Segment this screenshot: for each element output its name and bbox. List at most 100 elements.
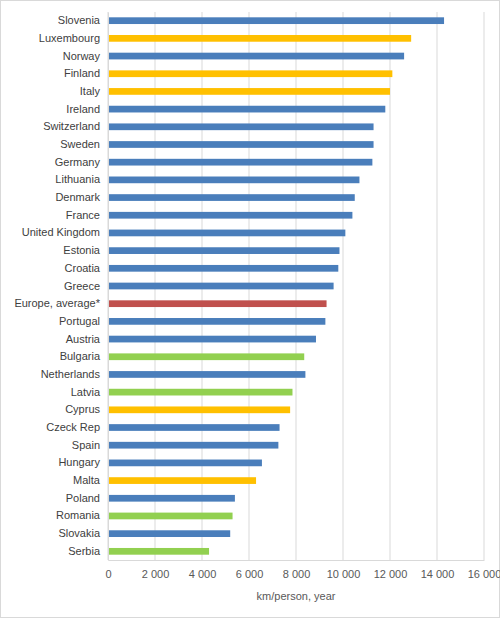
x-tick: 14 000: [421, 560, 455, 580]
y-tick: Hungary: [58, 456, 108, 468]
x-tick-label: 0: [105, 568, 111, 580]
y-tick: Poland: [66, 492, 108, 504]
bar: [108, 141, 374, 148]
x-tick-label: 16 000: [468, 568, 500, 580]
y-tick: Lithuania: [55, 173, 108, 185]
x-tick-label: 12 000: [374, 568, 408, 580]
bar: [108, 300, 327, 307]
y-tick-label: United Kingdom: [22, 226, 100, 238]
x-tick-label: 4 000: [189, 568, 217, 580]
grid-line: [108, 12, 109, 560]
bar: [108, 371, 305, 378]
y-tick: Norway: [63, 50, 108, 62]
x-tick-label: 8 000: [283, 568, 311, 580]
y-tick: Sweden: [60, 138, 108, 150]
y-tick-label: Romania: [56, 509, 101, 521]
y-tick-label: Sweden: [60, 138, 100, 150]
y-tick: Germany: [55, 156, 108, 168]
grid-line: [437, 12, 438, 560]
y-tick-label: Slovenia: [58, 14, 101, 26]
bar: [108, 318, 325, 325]
bars: [108, 17, 444, 554]
x-tick: 4 000: [189, 560, 217, 580]
y-tick-label: Denmark: [55, 191, 100, 203]
y-tick-label: Slovakia: [58, 527, 100, 539]
y-tick: Portugal: [59, 315, 108, 327]
y-tick: Serbia: [68, 545, 108, 557]
y-tick: Cyprus: [65, 403, 108, 415]
y-tick: Europe, average*: [14, 297, 108, 309]
y-tick: Estonia: [63, 244, 108, 256]
y-tick: Denmark: [55, 191, 108, 203]
y-tick-label: France: [66, 209, 100, 221]
grid-line: [484, 12, 485, 560]
y-tick: Latvia: [71, 386, 108, 398]
x-tick-label: 2 000: [142, 568, 170, 580]
y-tick: Romania: [56, 509, 108, 521]
x-axis-line: [109, 560, 485, 561]
bar: [108, 442, 278, 449]
y-axis-line: [108, 13, 109, 561]
bar: [108, 548, 209, 555]
bar: [108, 406, 290, 413]
chart: 0 2 000 4 000 6 000 8 000 10 000 12 000 14 000 1…: [0, 0, 500, 618]
bar: [108, 106, 385, 113]
y-tick-label: Bulgaria: [60, 350, 101, 362]
y-tick: Netherlands: [41, 368, 108, 380]
bar: [108, 194, 355, 201]
bar: [108, 265, 338, 272]
y-tick: Ireland: [66, 103, 108, 115]
bar: [108, 513, 233, 520]
bar: [108, 212, 352, 219]
y-tick-label: Estonia: [63, 244, 101, 256]
bar: [108, 35, 411, 42]
y-axis: SloveniaLuxembourgNorwayFinlandItalyIrel…: [14, 13, 108, 561]
bar: [108, 336, 316, 343]
y-tick: Malta: [73, 474, 108, 486]
y-tick-label: Luxembourg: [39, 32, 100, 44]
y-tick: Luxembourg: [39, 32, 108, 44]
y-tick-label: Hungary: [58, 456, 100, 468]
bar: [108, 230, 345, 237]
y-tick: Greece: [64, 280, 108, 292]
x-tick: 12 000: [374, 560, 408, 580]
x-tick: 6 000: [236, 560, 264, 580]
y-tick: Spain: [72, 439, 108, 451]
y-tick-label: Europe, average*: [14, 297, 100, 309]
bar: [108, 70, 392, 77]
y-tick-label: Portugal: [59, 315, 100, 327]
y-tick: United Kingdom: [22, 226, 108, 238]
bar: [108, 530, 230, 537]
bar: [108, 123, 374, 130]
bar: [108, 283, 334, 290]
y-tick-label: Latvia: [71, 386, 101, 398]
y-tick-label: Spain: [72, 439, 100, 451]
y-tick: Switzerland: [43, 120, 108, 132]
y-tick: Slovenia: [58, 14, 108, 26]
x-tick-label: 14 000: [421, 568, 455, 580]
y-tick-label: Germany: [55, 156, 101, 168]
bar: [108, 159, 372, 166]
y-tick: Croatia: [65, 262, 108, 274]
plot: 0 2 000 4 000 6 000 8 000 10 000 12 000 14 000 1…: [14, 12, 500, 580]
y-tick: Slovakia: [58, 527, 108, 539]
y-tick-label: Italy: [80, 85, 101, 97]
bar: [108, 17, 444, 24]
x-tick-label: 6 000: [236, 568, 264, 580]
y-tick-label: Czeck Rep: [46, 421, 100, 433]
y-tick: Bulgaria: [60, 350, 108, 362]
y-tick-label: Lithuania: [55, 173, 101, 185]
y-tick: Czeck Rep: [46, 421, 108, 433]
x-axis-title: km/person, year: [257, 590, 336, 602]
grid: [108, 12, 484, 560]
bar: [108, 53, 404, 60]
x-tick: 8 000: [283, 560, 311, 580]
bar: [108, 177, 359, 184]
y-tick: Italy: [80, 85, 108, 97]
x-tick-label: 10 000: [327, 568, 361, 580]
y-tick: Austria: [66, 333, 108, 345]
bar: [108, 353, 304, 360]
x-axis: 0 2 000 4 000 6 000 8 000 10 000 12 000 14 000 1…: [105, 560, 500, 580]
y-tick-label: Ireland: [66, 103, 100, 115]
y-tick-label: Netherlands: [41, 368, 101, 380]
